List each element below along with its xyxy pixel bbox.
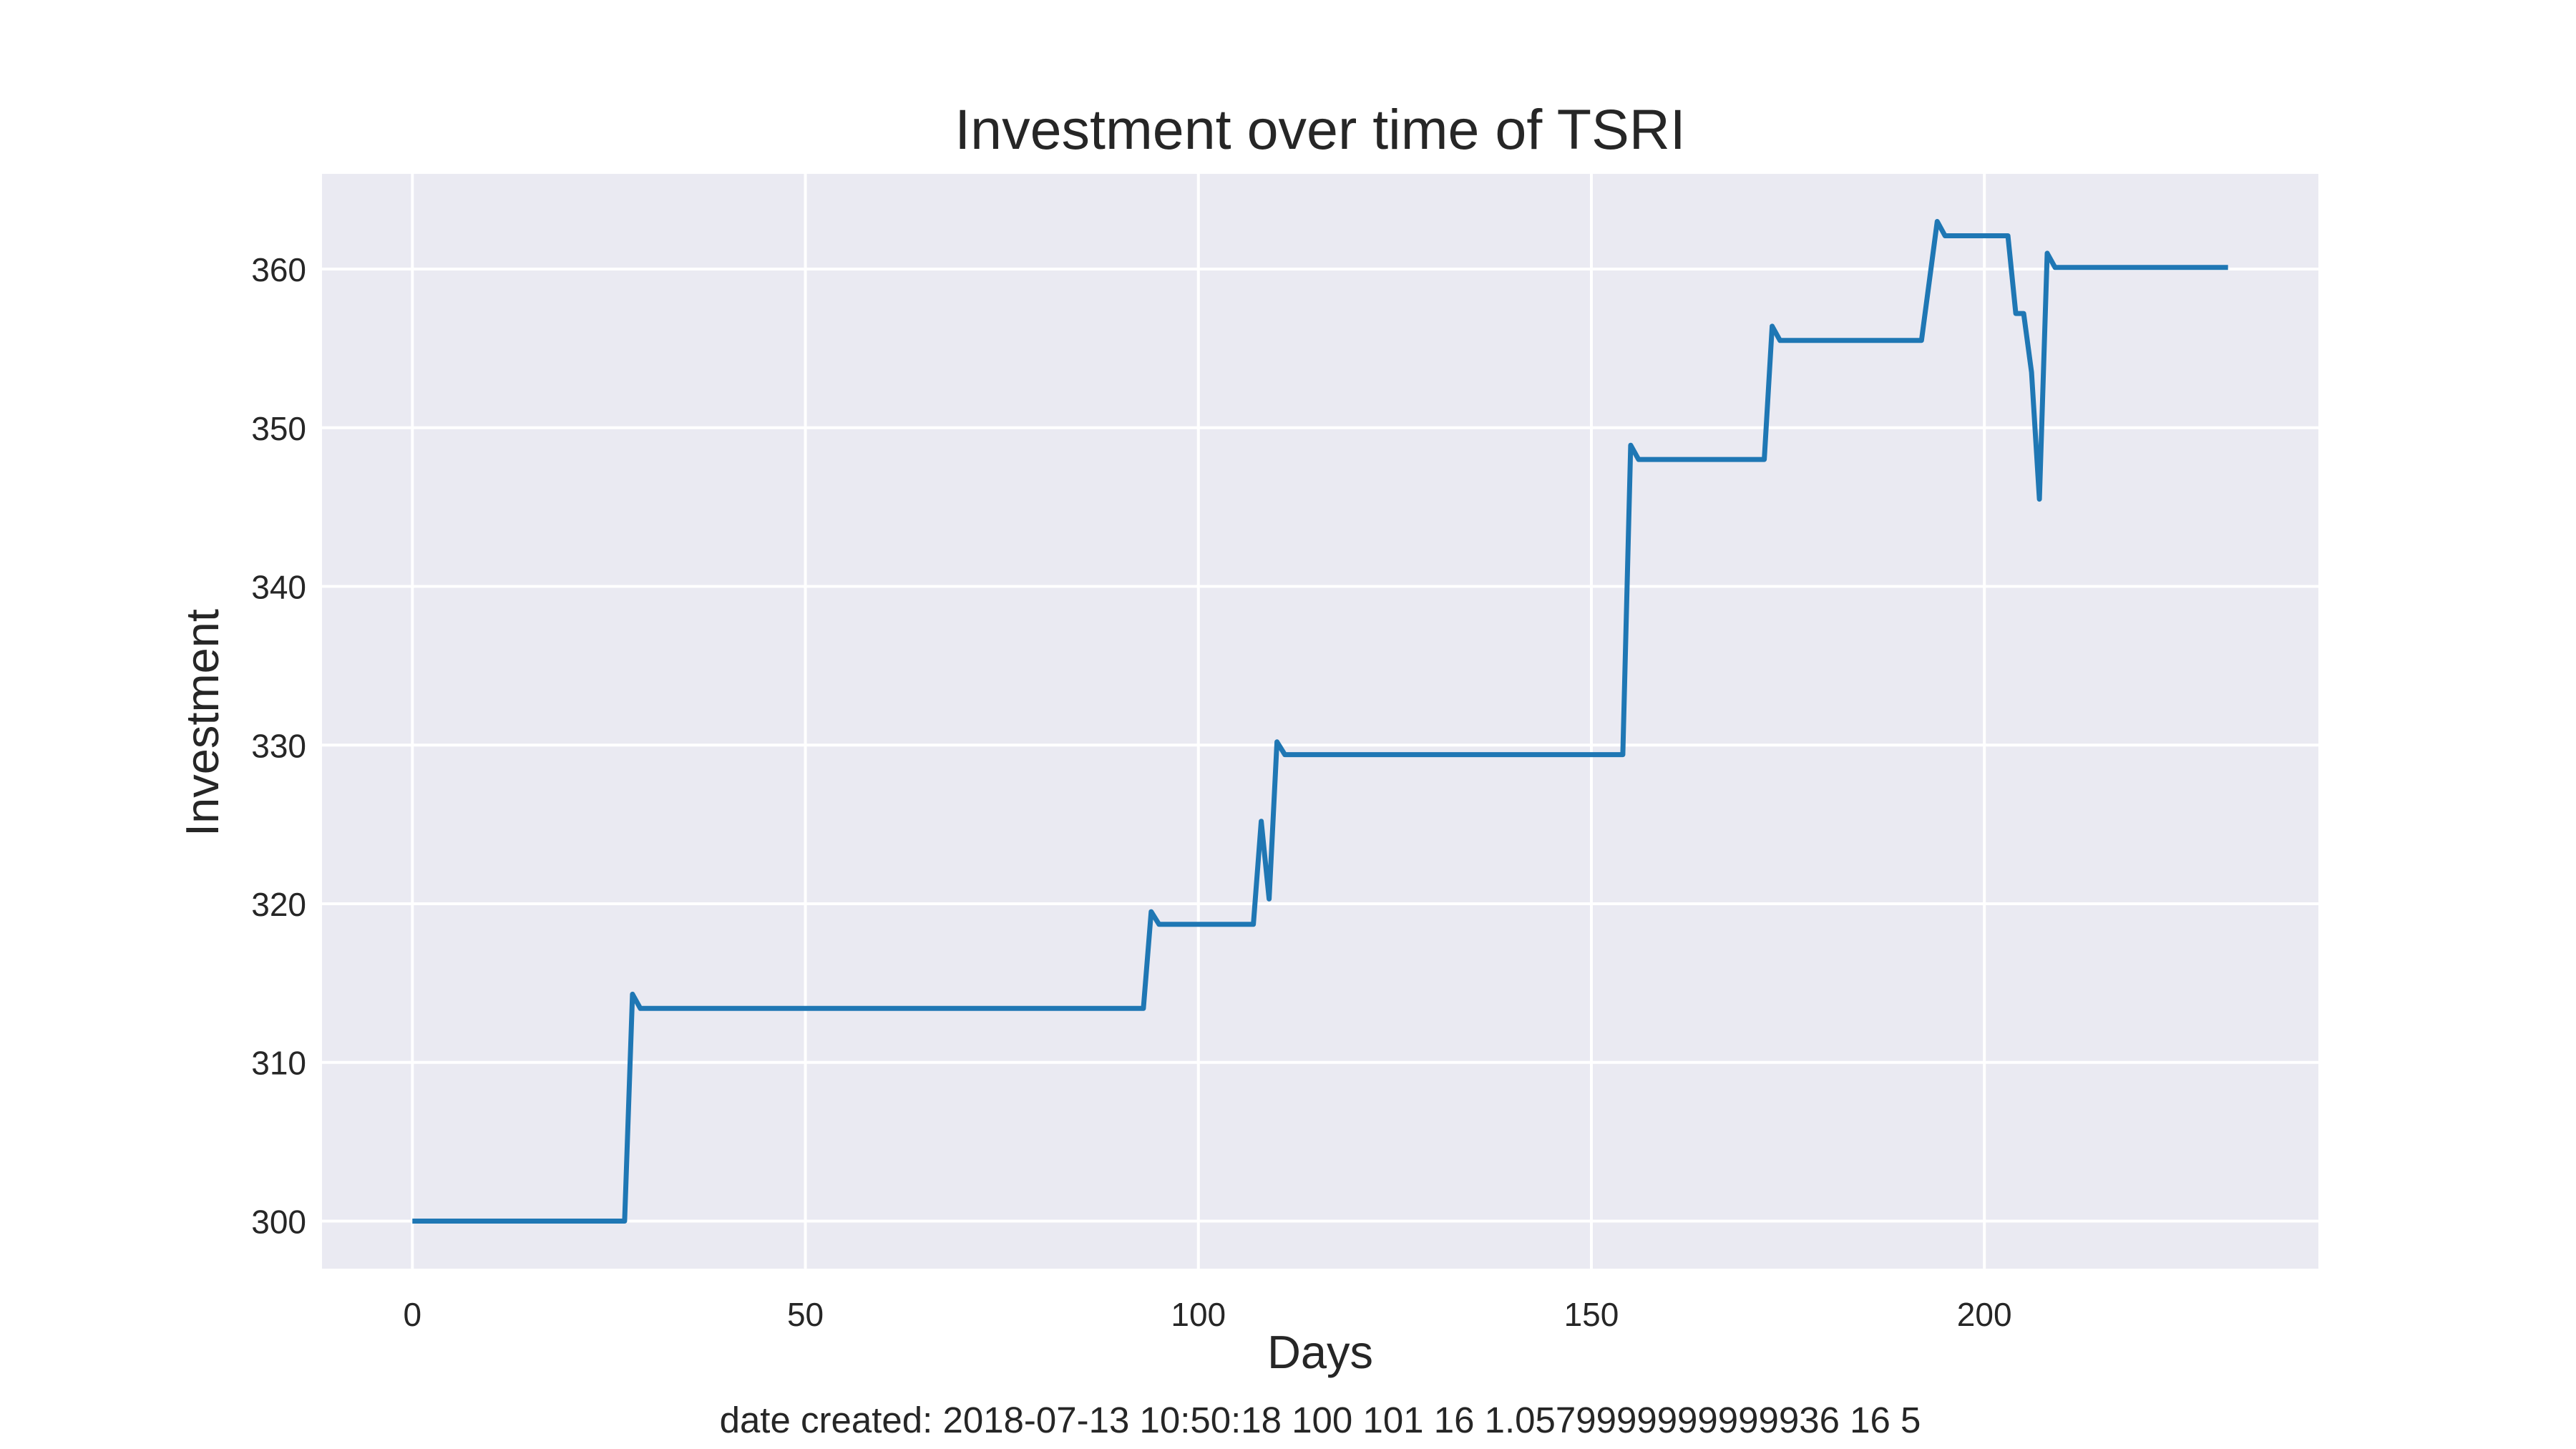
x-axis-label: Days [1267, 1326, 1373, 1378]
chart-title: Investment over time of TSRI [955, 97, 1686, 161]
series-line-0 [412, 219, 2228, 1224]
x-gridlines [411, 174, 1986, 1269]
x-tick-label: 150 [1564, 1296, 1619, 1333]
y-tick-label: 300 [251, 1203, 306, 1240]
x-tick-label: 50 [787, 1296, 824, 1333]
y-tick-labels: 300 310 320 330 340 350 360 [251, 251, 306, 1240]
axes-background [322, 174, 2318, 1269]
y-tick-label: 340 [251, 569, 306, 606]
x-tick-label: 200 [1957, 1296, 2012, 1333]
x-tick-label: 0 [404, 1296, 422, 1333]
y-tick-label: 320 [251, 886, 306, 923]
y-axis-label: Investment [176, 609, 228, 836]
x-tick-labels: 0 50 100 150 200 [404, 1296, 2012, 1333]
y-tick-label: 360 [251, 251, 306, 288]
series-group [412, 219, 2228, 1224]
y-tick-label: 350 [251, 410, 306, 447]
footer-text: date created: 2018-07-13 10:50:18 100 10… [720, 1400, 1921, 1440]
y-tick-label: 310 [251, 1045, 306, 1082]
y-tick-label: 330 [251, 727, 306, 764]
y-gridlines [322, 268, 2318, 1223]
x-tick-label: 100 [1171, 1296, 1226, 1333]
